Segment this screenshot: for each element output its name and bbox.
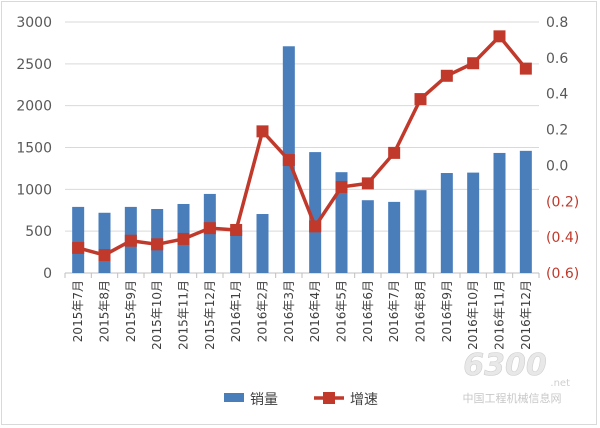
x-tick-label: 2016年12月 <box>519 280 533 350</box>
y-right-tick: (0.2) <box>546 194 579 210</box>
x-tick-label: 2016年11月 <box>493 280 507 350</box>
x-tick-label: 2016年4月 <box>308 280 322 342</box>
line-marker <box>361 177 374 190</box>
bar <box>388 201 401 273</box>
x-tick-label: 2016年9月 <box>440 280 454 342</box>
line-marker <box>98 249 111 262</box>
y-left-tick: 3000 <box>16 15 52 31</box>
y-right-tick: 0.2 <box>546 123 568 139</box>
y-left-tick: 1500 <box>16 141 52 157</box>
x-tick-label: 2015年11月 <box>177 280 191 350</box>
y-right-tick: (0.4) <box>546 230 579 246</box>
line-marker <box>440 69 453 82</box>
legend-marker <box>323 392 335 404</box>
line-marker <box>467 57 480 70</box>
line-marker <box>124 234 137 247</box>
bar <box>414 190 427 273</box>
x-tick-label: 2015年9月 <box>124 280 138 342</box>
y-right-tick: 0.0 <box>546 158 568 174</box>
bar <box>256 214 269 273</box>
bar <box>361 200 374 273</box>
y-left-tick: 500 <box>25 224 52 240</box>
y-right-tick: 0.6 <box>546 51 568 67</box>
line-marker <box>230 223 243 236</box>
y-left-tick: 2500 <box>16 57 52 73</box>
y-left-tick: 0 <box>43 266 52 282</box>
x-tick-label: 2016年6月 <box>361 280 375 342</box>
x-tick-label: 2016年5月 <box>335 280 349 342</box>
x-tick-label: 2016年8月 <box>414 280 428 342</box>
watermark-domain: .net <box>550 378 570 389</box>
line-marker <box>388 146 401 159</box>
line-marker <box>335 180 348 193</box>
watermark-logo: 6300 <box>463 348 547 383</box>
line-marker <box>151 238 164 251</box>
bar <box>335 172 348 273</box>
line-marker <box>203 222 216 235</box>
x-tick-label: 2015年10月 <box>150 280 164 350</box>
bar <box>493 152 506 273</box>
line-marker <box>72 241 85 254</box>
bar <box>440 173 453 273</box>
x-tick-label: 2016年2月 <box>256 280 270 342</box>
line-marker <box>493 30 506 43</box>
x-tick-label: 2015年12月 <box>203 280 217 350</box>
y-right-tick: 0.4 <box>546 87 568 103</box>
line-marker <box>414 93 427 106</box>
bar <box>72 206 85 273</box>
bar <box>519 150 532 273</box>
y-right-tick: 0.8 <box>546 15 568 31</box>
y-left-tick: 1000 <box>16 182 52 198</box>
bar <box>467 172 480 273</box>
line-marker <box>282 154 295 167</box>
bar <box>230 229 243 273</box>
x-tick-label: 2015年8月 <box>98 280 112 342</box>
line-marker <box>177 232 190 245</box>
x-tick-label: 2016年1月 <box>229 280 243 342</box>
x-tick-label: 2016年7月 <box>387 280 401 342</box>
bar <box>98 212 111 273</box>
y-right-tick: (0.6) <box>546 266 579 282</box>
line-marker <box>256 125 269 138</box>
watermark-text: 中国工程机械信息网 <box>463 391 562 405</box>
x-tick-label: 2015年7月 <box>71 280 85 342</box>
legend-swatch-bar <box>224 393 244 402</box>
x-tick-label: 2016年10月 <box>466 280 480 350</box>
y-left-tick: 2000 <box>16 99 52 115</box>
legend-label: 增速 <box>350 392 378 408</box>
line-series <box>77 34 528 257</box>
legend-label: 销量 <box>250 392 278 408</box>
x-tick-label: 2016年3月 <box>282 280 296 342</box>
line-marker <box>519 62 532 75</box>
line-marker <box>309 220 322 233</box>
bar <box>309 152 322 273</box>
